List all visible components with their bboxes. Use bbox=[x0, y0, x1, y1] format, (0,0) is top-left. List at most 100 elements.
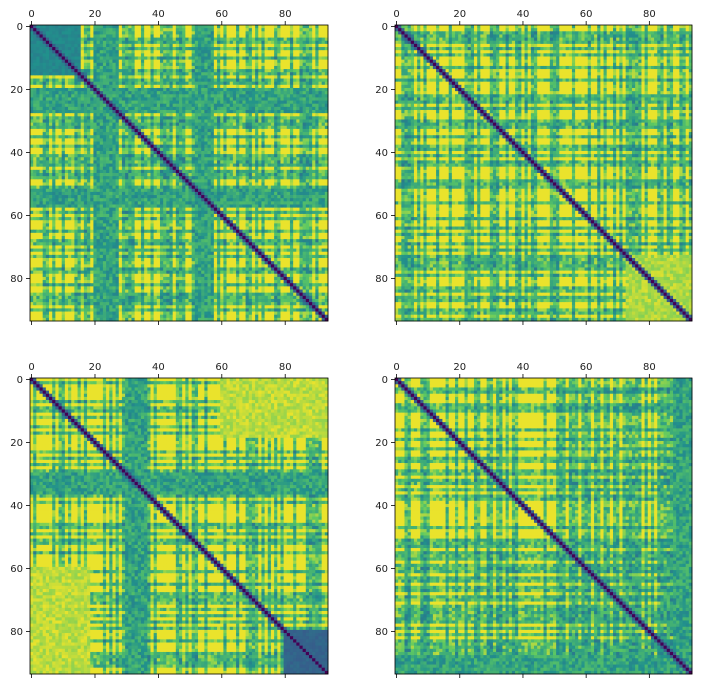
heatmap-cell bbox=[160, 151, 164, 155]
heatmap-cell bbox=[280, 75, 284, 79]
heatmap-cell bbox=[71, 88, 75, 92]
heatmap-cell bbox=[204, 47, 208, 51]
heatmap-cell bbox=[160, 107, 164, 111]
heatmap-cell bbox=[90, 38, 94, 42]
heatmap-cell bbox=[217, 44, 221, 48]
heatmap-cell bbox=[236, 82, 240, 86]
heatmap-cell bbox=[71, 75, 75, 79]
heatmap-cell bbox=[173, 66, 177, 70]
heatmap-cell bbox=[220, 135, 224, 139]
heatmap-cell bbox=[242, 119, 246, 123]
heatmap-cell bbox=[239, 44, 243, 48]
heatmap-cell bbox=[65, 94, 69, 98]
heatmap-cell bbox=[230, 104, 234, 108]
heatmap-cell bbox=[287, 88, 291, 92]
heatmap-cell bbox=[192, 101, 196, 105]
heatmap-cell bbox=[52, 123, 56, 127]
heatmap-cell bbox=[195, 132, 199, 136]
heatmap-cell bbox=[150, 72, 154, 76]
heatmap-cell bbox=[220, 97, 224, 101]
heatmap-cell bbox=[227, 72, 231, 76]
heatmap-cell bbox=[74, 154, 78, 158]
heatmap-cell bbox=[265, 151, 269, 155]
heatmap-cell bbox=[150, 66, 154, 70]
heatmap-cell bbox=[322, 44, 326, 48]
heatmap-cell bbox=[84, 66, 88, 70]
heatmap-cell bbox=[43, 104, 47, 108]
heatmap-cell bbox=[138, 41, 142, 45]
heatmap-cell bbox=[233, 88, 237, 92]
heatmap-cell bbox=[55, 116, 59, 120]
heatmap-cell bbox=[230, 50, 234, 54]
heatmap-cell bbox=[239, 94, 243, 98]
heatmap-cell bbox=[87, 110, 91, 114]
heatmap-cell bbox=[169, 41, 173, 45]
heatmap-cell bbox=[52, 145, 56, 149]
heatmap-cell bbox=[179, 31, 183, 35]
heatmap-cell bbox=[87, 145, 91, 149]
heatmap-cell bbox=[249, 85, 253, 89]
heatmap-cell bbox=[271, 132, 275, 136]
heatmap-cell bbox=[74, 119, 78, 123]
heatmap-cell bbox=[62, 148, 66, 152]
heatmap-cell bbox=[154, 142, 158, 146]
heatmap-cell bbox=[103, 53, 107, 57]
heatmap-cell bbox=[185, 69, 189, 73]
heatmap-cell bbox=[309, 101, 313, 105]
heatmap-cell bbox=[299, 119, 303, 123]
heatmap-cell bbox=[261, 138, 265, 142]
heatmap-cell bbox=[303, 91, 307, 95]
heatmap-cell bbox=[198, 85, 202, 89]
heatmap-cell bbox=[106, 126, 110, 130]
heatmap-cell bbox=[287, 142, 291, 146]
heatmap-cell bbox=[154, 44, 158, 48]
heatmap-cell bbox=[242, 79, 246, 83]
heatmap-cell bbox=[157, 132, 161, 136]
heatmap-cell bbox=[284, 138, 288, 142]
heatmap-cell bbox=[258, 135, 262, 139]
heatmap-cell bbox=[43, 116, 47, 120]
heatmap-cell bbox=[236, 85, 240, 89]
heatmap-cell bbox=[97, 44, 101, 48]
heatmap-cell bbox=[258, 110, 262, 114]
heatmap-cell bbox=[71, 25, 75, 29]
heatmap-cell bbox=[280, 110, 284, 114]
heatmap-cell bbox=[169, 113, 173, 117]
heatmap-cell bbox=[185, 110, 189, 114]
heatmap-cell bbox=[166, 113, 170, 117]
heatmap-cell bbox=[284, 41, 288, 45]
heatmap-cell bbox=[157, 75, 161, 79]
heatmap-cell bbox=[284, 38, 288, 42]
heatmap-cell bbox=[249, 25, 253, 29]
heatmap-cell bbox=[230, 132, 234, 136]
heatmap-cell bbox=[198, 38, 202, 42]
heatmap-cell bbox=[141, 132, 145, 136]
heatmap-cell bbox=[258, 82, 262, 86]
heatmap-cell bbox=[233, 60, 237, 64]
heatmap-cell bbox=[40, 94, 44, 98]
heatmap-cell bbox=[315, 145, 319, 149]
heatmap-cell bbox=[198, 47, 202, 51]
heatmap-cell bbox=[138, 47, 142, 51]
heatmap-cell bbox=[220, 60, 224, 64]
heatmap-cell bbox=[157, 135, 161, 139]
heatmap-cell bbox=[195, 56, 199, 60]
heatmap-cell bbox=[236, 88, 240, 92]
heatmap-cell bbox=[169, 110, 173, 114]
heatmap-cell bbox=[49, 88, 53, 92]
heatmap-cell bbox=[131, 56, 135, 60]
heatmap-cell bbox=[46, 126, 50, 130]
heatmap-cell bbox=[135, 63, 139, 67]
heatmap-cell bbox=[271, 119, 275, 123]
heatmap-cell bbox=[255, 94, 259, 98]
heatmap-cell bbox=[287, 85, 291, 89]
heatmap-cell bbox=[81, 25, 85, 29]
heatmap-cell bbox=[299, 110, 303, 114]
heatmap-cell bbox=[227, 85, 231, 89]
heatmap-cell bbox=[195, 126, 199, 130]
heatmap-cell bbox=[233, 66, 237, 70]
heatmap-cell bbox=[138, 94, 142, 98]
heatmap-cell bbox=[176, 132, 180, 136]
heatmap-cell bbox=[322, 132, 326, 136]
heatmap-cell bbox=[284, 104, 288, 108]
